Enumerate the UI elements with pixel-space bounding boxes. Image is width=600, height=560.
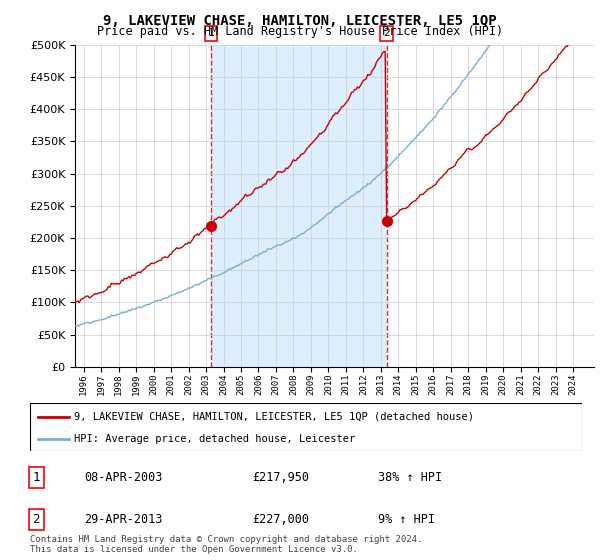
Text: Price paid vs. HM Land Registry's House Price Index (HPI): Price paid vs. HM Land Registry's House …	[97, 25, 503, 38]
Text: 9, LAKEVIEW CHASE, HAMILTON, LEICESTER, LE5 1QP: 9, LAKEVIEW CHASE, HAMILTON, LEICESTER, …	[103, 14, 497, 28]
Text: £227,000: £227,000	[252, 513, 309, 526]
Text: 1: 1	[32, 471, 40, 484]
Text: 9% ↑ HPI: 9% ↑ HPI	[378, 513, 435, 526]
Text: Contains HM Land Registry data © Crown copyright and database right 2024.
This d: Contains HM Land Registry data © Crown c…	[30, 535, 422, 554]
Bar	[211, 45, 386, 367]
Text: 29-APR-2013: 29-APR-2013	[84, 513, 163, 526]
Text: 08-APR-2003: 08-APR-2003	[84, 471, 163, 484]
Text: 38% ↑ HPI: 38% ↑ HPI	[378, 471, 442, 484]
Text: HPI: Average price, detached house, Leicester: HPI: Average price, detached house, Leic…	[74, 434, 355, 444]
Text: 1: 1	[208, 29, 214, 39]
Text: 9, LAKEVIEW CHASE, HAMILTON, LEICESTER, LE5 1QP (detached house): 9, LAKEVIEW CHASE, HAMILTON, LEICESTER, …	[74, 412, 474, 422]
Text: 2: 2	[32, 513, 40, 526]
Text: 2: 2	[383, 29, 390, 39]
Text: £217,950: £217,950	[252, 471, 309, 484]
